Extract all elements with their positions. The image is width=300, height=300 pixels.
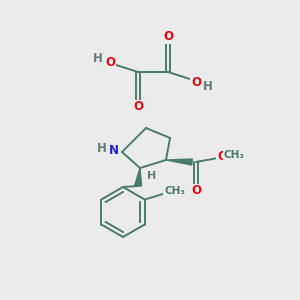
Polygon shape: [166, 159, 192, 165]
Text: N: N: [109, 143, 119, 157]
Text: O: O: [163, 31, 173, 44]
Text: H: H: [93, 52, 103, 65]
Text: CH₃: CH₃: [224, 150, 244, 160]
Text: H: H: [203, 80, 213, 92]
Text: O: O: [217, 151, 227, 164]
Text: O: O: [105, 56, 115, 68]
Polygon shape: [134, 168, 142, 186]
Text: H: H: [97, 142, 107, 154]
Text: CH₃: CH₃: [164, 187, 185, 196]
Text: H: H: [147, 171, 157, 181]
Text: O: O: [191, 76, 201, 89]
Text: O: O: [133, 100, 143, 113]
Text: O: O: [191, 184, 201, 197]
